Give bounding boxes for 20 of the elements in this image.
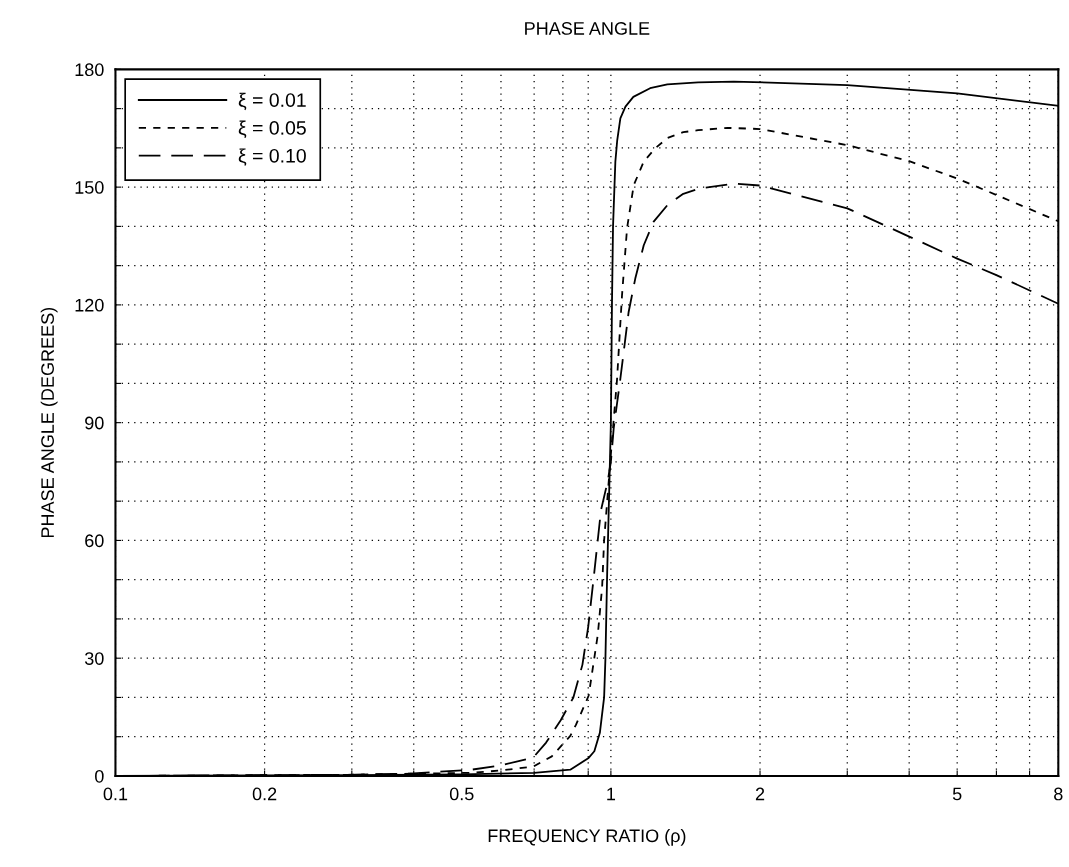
x-tick-label: 2 [755, 787, 765, 801]
x-tick-label: 1 [607, 787, 616, 801]
y-tick-label: 30 [84, 652, 104, 665]
x-axis-title: FREQUENCY RATIO (ρ) [488, 828, 686, 846]
y-tick-label: 120 [75, 298, 104, 312]
y-tick-label: 90 [85, 416, 104, 430]
chart-title: PHASE ANGLE [525, 22, 650, 35]
y-axis-title: PHASE ANGLE (DEGREES) [40, 307, 58, 538]
x-tick-label: 0.2 [252, 787, 277, 801]
legend-label: ξ = 0.10 [238, 148, 306, 166]
x-tick-label: 0.1 [103, 787, 128, 801]
legend-label: ξ = 0.05 [238, 120, 306, 138]
y-tick-label: 150 [75, 181, 104, 194]
legend-label: ξ = 0.01 [238, 92, 306, 111]
y-tick-label: 0 [95, 769, 104, 783]
y-tick-label: 60 [85, 534, 104, 548]
y-tick-label: 180 [75, 63, 104, 77]
x-tick-label: 8 [1054, 787, 1063, 801]
x-tick-label: 0.5 [449, 787, 474, 801]
x-tick-label: 5 [952, 787, 962, 801]
